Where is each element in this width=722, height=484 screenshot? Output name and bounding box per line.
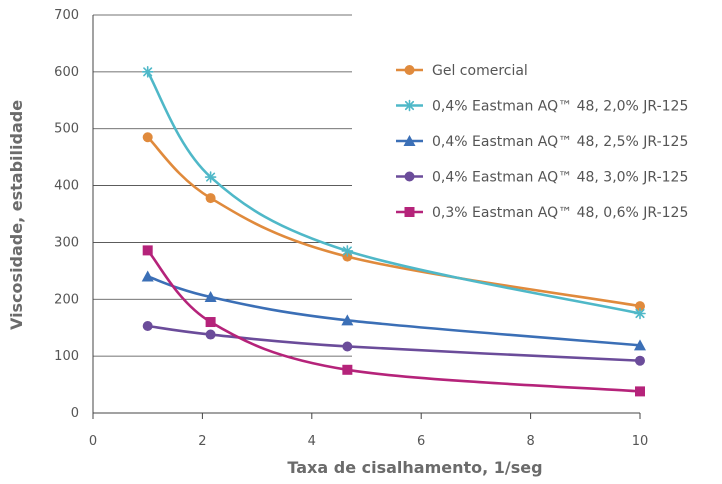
y-axis-title: Viscosidade, estabilidade bbox=[7, 100, 26, 330]
legend-label: 0,4% Eastman AQ™ 48, 2,0% JR-125 bbox=[432, 99, 688, 115]
y-tick-label: 500 bbox=[54, 122, 79, 137]
y-tick-label: 700 bbox=[54, 8, 79, 23]
legend-item: Gel comercial bbox=[396, 63, 528, 79]
x-tick-label: 10 bbox=[632, 434, 649, 449]
legend-swatch-marker bbox=[403, 99, 416, 112]
data-point bbox=[142, 321, 153, 332]
data-point bbox=[342, 364, 353, 375]
axes: 0 100 200 300 400 500 600 700 0 2 4 6 8 10 bbox=[54, 8, 648, 449]
x-tick-label: 4 bbox=[308, 434, 316, 449]
legend-item: 0,3% Eastman AQ™ 48, 0,6% JR-125 bbox=[396, 205, 688, 221]
data-point bbox=[635, 301, 645, 312]
legend-swatch-marker bbox=[404, 171, 415, 182]
legend-item: 0,4% Eastman AQ™ 48, 2,5% JR-125 bbox=[396, 134, 688, 150]
y-tick-label: 0 bbox=[71, 406, 79, 421]
data-point bbox=[205, 329, 216, 340]
y-tick-label: 300 bbox=[54, 235, 79, 250]
data-point bbox=[634, 339, 646, 351]
data-point bbox=[142, 132, 153, 143]
y-tick-label: 200 bbox=[54, 292, 79, 307]
y-tick-label: 400 bbox=[54, 179, 79, 194]
data-point bbox=[204, 291, 217, 303]
legend-item: 0,4% Eastman AQ™ 48, 2,0% JR-125 bbox=[396, 99, 688, 115]
series-line-2 bbox=[147, 275, 641, 347]
legend-item: 0,4% Eastman AQ™ 48, 3,0% JR-125 bbox=[396, 170, 688, 186]
series-line-0 bbox=[146, 136, 641, 308]
data-point bbox=[342, 341, 353, 352]
x-tick-label: 2 bbox=[198, 434, 206, 449]
data-markers bbox=[141, 66, 646, 397]
y-tick-label: 600 bbox=[54, 65, 79, 80]
data-point bbox=[635, 355, 645, 366]
data-point bbox=[205, 193, 216, 204]
legend-swatch-marker bbox=[403, 135, 416, 146]
x-tick-label: 8 bbox=[526, 434, 534, 449]
data-point bbox=[142, 245, 153, 256]
legend: Gel comercial 0,4% Eastman AQ™ 48, 2,0% J… bbox=[396, 63, 688, 221]
series-lines bbox=[146, 71, 641, 393]
data-point bbox=[634, 307, 646, 320]
legend-label: 0,4% Eastman AQ™ 48, 2,5% JR-125 bbox=[432, 134, 688, 150]
legend-swatch-marker bbox=[404, 65, 415, 75]
legend-swatch-marker bbox=[404, 207, 415, 217]
x-tick-label: 0 bbox=[89, 434, 97, 449]
data-point bbox=[341, 245, 354, 257]
legend-label: Gel comercial bbox=[432, 63, 528, 79]
data-point bbox=[141, 66, 154, 78]
series-line-4 bbox=[146, 249, 641, 393]
series-line-1 bbox=[146, 71, 641, 315]
legend-label: 0,4% Eastman AQ™ 48, 3,0% JR-125 bbox=[432, 170, 688, 186]
series-line-3 bbox=[147, 324, 641, 362]
data-point bbox=[635, 386, 645, 397]
y-tick-label: 100 bbox=[54, 349, 79, 364]
x-axis-title: Taxa de cisalhamento, 1/seg bbox=[287, 458, 542, 477]
data-point bbox=[205, 317, 216, 328]
legend-label: 0,3% Eastman AQ™ 48, 0,6% JR-125 bbox=[432, 205, 688, 221]
data-point bbox=[204, 171, 217, 183]
x-tick-label: 6 bbox=[417, 434, 425, 449]
grid-lines bbox=[93, 14, 352, 357]
data-point bbox=[341, 314, 354, 326]
data-point bbox=[141, 270, 154, 282]
